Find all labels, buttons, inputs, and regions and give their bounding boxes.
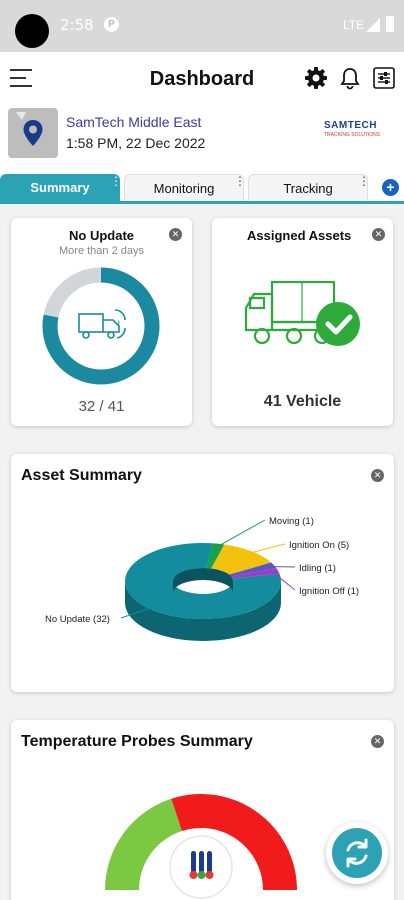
refresh-icon: [346, 838, 368, 868]
no-update-count: 32 / 41: [78, 398, 125, 415]
tab-monitoring-menu-icon[interactable]: ⋮: [234, 174, 246, 188]
camera-cutout: [15, 14, 49, 48]
tab-tracking-menu-icon[interactable]: ⋮: [358, 174, 370, 188]
tab-summary[interactable]: Summary: [0, 174, 120, 201]
donut-side-no-update: [125, 581, 281, 641]
donut-slice-no-update: [125, 543, 281, 619]
close-icon[interactable]: ✕: [372, 228, 385, 241]
tab-summary-menu-icon[interactable]: ⋮: [110, 174, 122, 188]
tab-underline: [0, 201, 404, 204]
leader-line: [120, 606, 155, 619]
no-update-ring-chart: !: [42, 267, 160, 385]
donut-hole-wall: [173, 568, 233, 593]
battery-icon: [386, 16, 394, 32]
no-update-title: No Update: [69, 228, 134, 243]
refresh-button-inner: [332, 828, 382, 878]
network-label: LTE: [343, 18, 365, 32]
gauge-segment-red: [171, 794, 297, 890]
asset-summary-title: Asset Summary: [21, 467, 142, 484]
add-tab-button[interactable]: +: [382, 179, 399, 196]
check-badge: [316, 302, 360, 346]
donut-label-ignition-off: Ignition Off (1): [299, 586, 359, 597]
donut-slice-ignition-on: [211, 544, 272, 575]
gear-icon[interactable]: [304, 66, 328, 90]
gauge-segment-green: [105, 798, 182, 890]
signal-icon: [366, 18, 380, 32]
donut-label-idling: Idling (1): [299, 563, 336, 574]
ring-progress: [42, 267, 160, 385]
donut-slice-moving: [206, 543, 225, 569]
asset-summary-card[interactable]: Asset Summary ✕ Moving (1) Ignition On (5…: [11, 454, 394, 692]
company-avatar[interactable]: [8, 108, 58, 158]
assigned-assets-card[interactable]: Assigned Assets ✕ 41 Vehicle: [212, 218, 393, 426]
donut-label-no-update: No Update (32): [45, 614, 110, 625]
no-update-subtitle: More than 2 days: [59, 245, 144, 257]
donut-slice-idling: [229, 562, 277, 577]
filter-settings-icon[interactable]: [372, 66, 396, 90]
close-icon[interactable]: ✕: [169, 228, 182, 241]
thermometer-icon: [189, 851, 214, 879]
brand-name: SAMTECH: [324, 120, 377, 131]
location-pin-icon: [16, 112, 43, 146]
company-name: SamTech Middle East: [66, 114, 202, 130]
tab-monitoring[interactable]: Monitoring: [124, 174, 244, 201]
samtech-logo: SAMTECH TRACKING SOLUTIONS: [324, 120, 380, 138]
no-update-card[interactable]: No Update ✕ More than 2 days ! 32 / 41: [11, 218, 192, 426]
temperature-probes-title: Temperature Probes Summary: [21, 733, 253, 750]
donut-label-moving: Moving (1): [269, 516, 314, 527]
leader-line: [268, 565, 296, 568]
bell-icon[interactable]: [338, 66, 362, 90]
truck-check-icon: [244, 280, 360, 346]
donut-slice-ignition-off: [231, 567, 280, 579]
tab-tracking[interactable]: Tracking: [248, 174, 368, 201]
status-bar: 2:58 P LTE: [0, 0, 404, 52]
donut-label-ignition-on: Ignition On (5): [289, 540, 349, 551]
dashboard-tabs: Summary ⋮ Monitoring ⋮ Tracking ⋮ +: [0, 172, 404, 204]
status-time: 2:58: [60, 16, 94, 34]
company-datetime: 1:58 PM, 22 Dec 2022: [66, 135, 206, 151]
assigned-assets-title: Assigned Assets: [247, 228, 352, 243]
close-icon[interactable]: ✕: [371, 735, 384, 748]
company-header: SamTech Middle East 1:58 PM, 22 Dec 2022…: [0, 108, 404, 172]
leader-line: [247, 543, 286, 555]
app-bar: Dashboard: [0, 52, 404, 108]
assigned-assets-count: 41 Vehicle: [263, 393, 342, 410]
svg-text:!: !: [117, 320, 121, 330]
close-icon[interactable]: ✕: [371, 469, 384, 482]
refresh-button[interactable]: [326, 822, 388, 884]
leader-line: [271, 571, 296, 591]
temperature-gauge: [105, 794, 297, 899]
notification-icon: P: [104, 17, 119, 32]
leader-line: [216, 519, 266, 548]
hamburger-menu-icon[interactable]: [10, 67, 34, 89]
brand-tagline: TRACKING SOLUTIONS: [324, 132, 381, 138]
page-title: Dashboard: [149, 68, 255, 90]
truck-sync-icon: !: [78, 309, 126, 339]
asset-summary-donut-chart: Moving (1) Ignition On (5) Idling (1) Ignit…: [45, 516, 359, 641]
